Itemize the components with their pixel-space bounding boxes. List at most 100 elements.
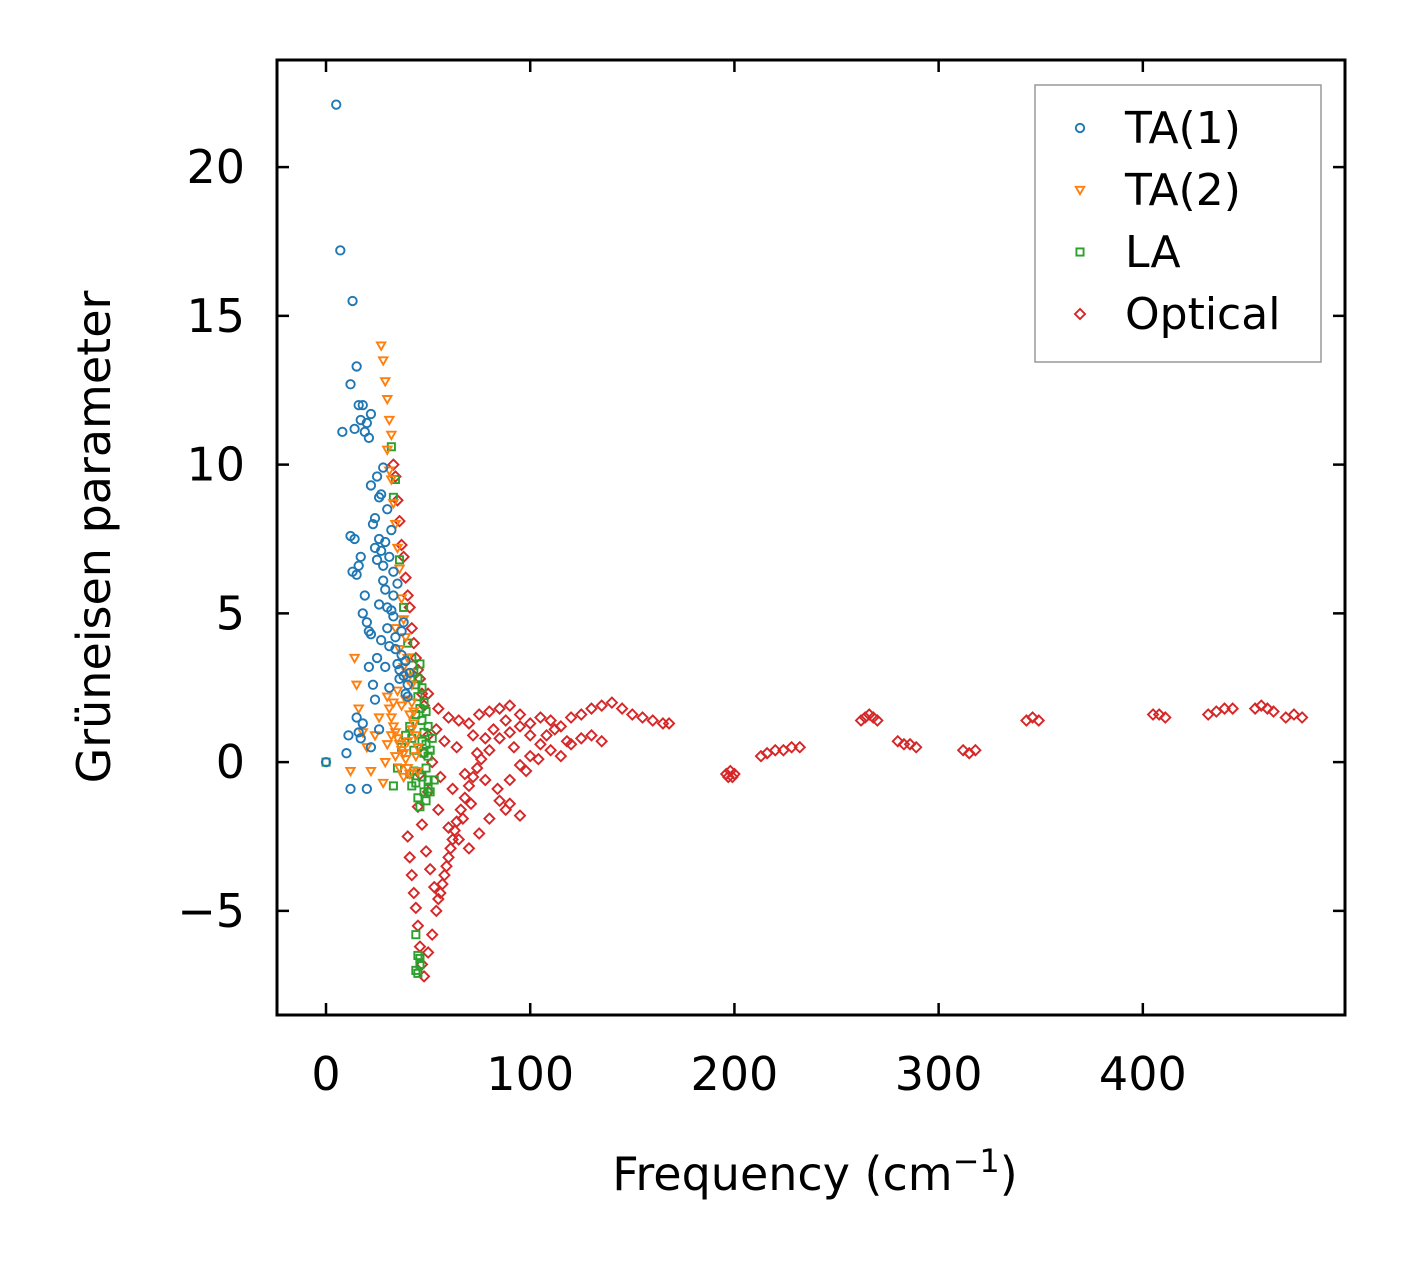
data-point <box>384 551 395 562</box>
data-point <box>343 730 354 741</box>
data-point <box>367 518 379 530</box>
data-point <box>444 842 457 855</box>
data-point <box>407 719 420 730</box>
data-point <box>320 756 332 768</box>
data-point <box>560 734 574 748</box>
data-point <box>387 722 400 733</box>
data-point <box>380 661 391 673</box>
data-point <box>369 542 381 554</box>
data-point <box>423 721 433 731</box>
data-point <box>903 737 917 751</box>
data-point <box>361 417 373 429</box>
data-point <box>349 423 360 435</box>
data-point <box>391 493 404 507</box>
data-point <box>413 793 423 803</box>
data-point <box>355 733 366 744</box>
data-point <box>383 415 396 427</box>
data-point <box>400 655 411 667</box>
data-point <box>365 766 377 778</box>
data-point <box>382 504 393 515</box>
y-tick-label: 15 <box>186 289 245 343</box>
data-point <box>436 877 449 891</box>
data-point <box>513 708 527 721</box>
data-point <box>548 723 562 736</box>
data-point <box>1254 699 1268 712</box>
data-point <box>431 892 445 906</box>
data-point <box>532 752 545 766</box>
data-point <box>402 691 413 702</box>
data-point <box>523 749 537 763</box>
data-point <box>870 714 884 727</box>
data-point <box>373 724 385 735</box>
data-point <box>456 812 470 826</box>
data-point <box>415 953 425 963</box>
data-point <box>503 725 517 739</box>
data-point <box>405 725 418 736</box>
y-tick-label: 20 <box>186 140 245 194</box>
data-point <box>393 514 406 528</box>
data-point <box>385 430 398 441</box>
y-tick-label: 5 <box>216 586 245 640</box>
data-point <box>363 661 375 673</box>
data-point <box>347 295 358 307</box>
data-point <box>373 713 385 724</box>
data-point <box>482 705 496 718</box>
data-point <box>482 812 496 826</box>
data-point <box>448 824 462 837</box>
data-point <box>378 462 389 473</box>
data-point <box>401 737 414 748</box>
data-point <box>478 773 492 787</box>
data-point <box>472 708 486 721</box>
data-point <box>412 766 424 778</box>
data-point <box>399 602 409 612</box>
data-point <box>380 536 391 548</box>
data-point <box>427 733 437 743</box>
data-point <box>385 713 398 724</box>
data-point <box>369 694 381 705</box>
data-point <box>388 611 399 622</box>
data-point <box>534 737 547 751</box>
data-point <box>387 698 400 709</box>
data-point <box>388 566 399 577</box>
data-point <box>1026 711 1039 724</box>
data-point <box>365 480 377 491</box>
legend-label: TA(2) <box>1124 165 1241 216</box>
data-point <box>401 763 414 775</box>
data-point <box>378 560 389 571</box>
legend: TA(1) TA(2) LA Optical <box>1034 84 1322 363</box>
data-point <box>544 743 558 757</box>
data-point <box>381 692 394 703</box>
data-point <box>405 621 419 635</box>
data-point <box>429 904 443 918</box>
series-ta-1 <box>320 99 415 795</box>
data-point <box>462 779 476 793</box>
data-point <box>388 781 398 791</box>
data-point <box>768 743 782 757</box>
data-point <box>353 399 364 411</box>
data-point <box>405 868 419 882</box>
data-point <box>1287 708 1301 721</box>
data-point <box>381 445 394 456</box>
data-point <box>725 770 739 784</box>
data-point <box>388 590 399 601</box>
data-point <box>493 731 506 745</box>
data-point <box>452 714 466 727</box>
data-point <box>385 731 398 742</box>
data-point <box>438 734 451 748</box>
data-point <box>403 710 416 721</box>
data-point <box>353 727 364 738</box>
data-point <box>345 783 356 795</box>
data-point <box>391 734 404 745</box>
x-tick-label: 100 <box>486 1047 574 1101</box>
data-point <box>390 643 401 655</box>
data-point <box>450 740 464 754</box>
data-point <box>470 761 484 775</box>
data-point <box>407 886 421 900</box>
data-point <box>493 794 506 808</box>
data-point <box>389 752 402 763</box>
data-point <box>375 634 387 646</box>
data-point <box>337 426 348 438</box>
data-point <box>345 379 356 390</box>
data-point <box>1152 708 1166 721</box>
data-point <box>348 653 361 665</box>
